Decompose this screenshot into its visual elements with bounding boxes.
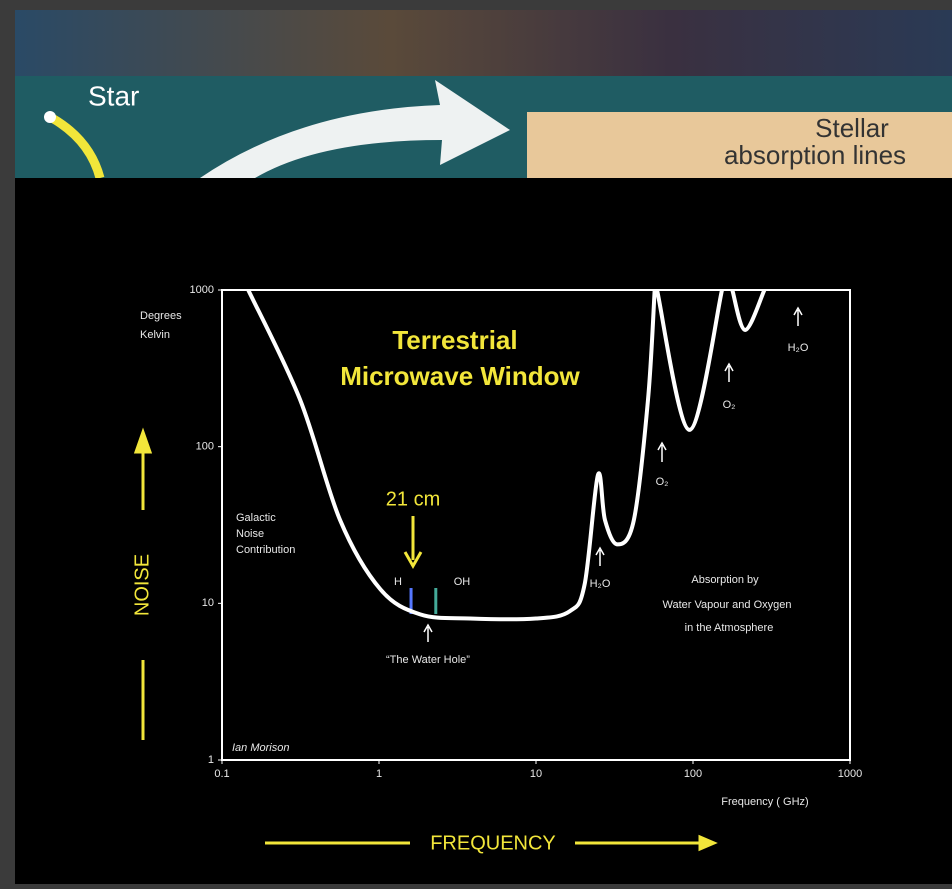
nebula-band <box>15 10 952 76</box>
annotation: O₂ <box>656 476 669 488</box>
credit: Ian Morison <box>232 742 289 754</box>
star-icon <box>44 111 56 123</box>
x-tick-label: 10 <box>530 768 542 780</box>
chart-title: Terrestrial <box>392 325 517 355</box>
arrow <box>724 362 734 382</box>
arrow <box>793 306 803 326</box>
y-axis-label: NOISE <box>131 554 153 616</box>
box-label: absorption lines <box>724 140 906 170</box>
arrow-shape <box>200 80 510 178</box>
annotation: H <box>394 576 402 588</box>
arrow <box>595 546 605 566</box>
arrow <box>423 623 433 642</box>
frequency-arrow <box>265 834 718 852</box>
annotation: Degrees <box>140 310 182 322</box>
x-tick-label: 0.1 <box>214 768 229 780</box>
annotation: Absorption by <box>691 574 759 586</box>
box-label: Stellar <box>815 113 889 143</box>
annotation: H₂O <box>788 342 809 354</box>
annotation: H₂O <box>590 578 611 590</box>
y-tick-label: 100 <box>196 441 214 453</box>
absorption-box <box>527 112 952 178</box>
y-tick-label: 1000 <box>190 284 214 296</box>
annotation: Kelvin <box>140 329 170 341</box>
star-light <box>49 114 105 180</box>
arrow <box>657 441 667 462</box>
annotation: 21 cm <box>386 488 440 510</box>
annotation: Noise <box>236 528 264 540</box>
y-tick-label: 1 <box>208 754 214 766</box>
annotation: “The Water Hole” <box>386 654 470 666</box>
annotation: in the Atmosphere <box>685 622 774 634</box>
x-axis-label: Frequency ( GHz) <box>721 796 808 808</box>
x-axis-label: FREQUENCY <box>430 832 556 854</box>
x-tick-label: 100 <box>684 768 702 780</box>
noise-arrow <box>133 427 153 740</box>
x-tick-label: 1000 <box>838 768 862 780</box>
arrow <box>403 516 423 570</box>
chart-title: Microwave Window <box>340 361 580 391</box>
chart-panel <box>15 178 952 884</box>
annotation: Water Vapour and Oxygen <box>662 599 791 611</box>
annotation: OH <box>454 576 471 588</box>
noise-curve <box>246 289 767 622</box>
annotation: Galactic <box>236 512 276 524</box>
annotation: Contribution <box>236 544 295 556</box>
star-label: Star <box>88 80 139 111</box>
y-tick-label: 10 <box>202 597 214 609</box>
annotation: O₂ <box>723 399 736 411</box>
x-tick-label: 1 <box>376 768 382 780</box>
